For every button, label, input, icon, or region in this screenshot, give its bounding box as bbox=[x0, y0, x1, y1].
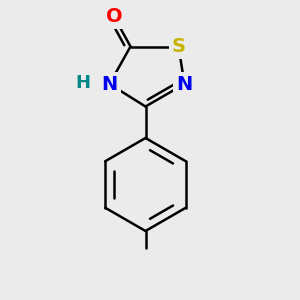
Text: H: H bbox=[75, 74, 90, 92]
Text: O: O bbox=[106, 7, 122, 26]
Text: S: S bbox=[172, 37, 185, 56]
Text: N: N bbox=[101, 74, 118, 94]
Text: N: N bbox=[176, 74, 193, 94]
